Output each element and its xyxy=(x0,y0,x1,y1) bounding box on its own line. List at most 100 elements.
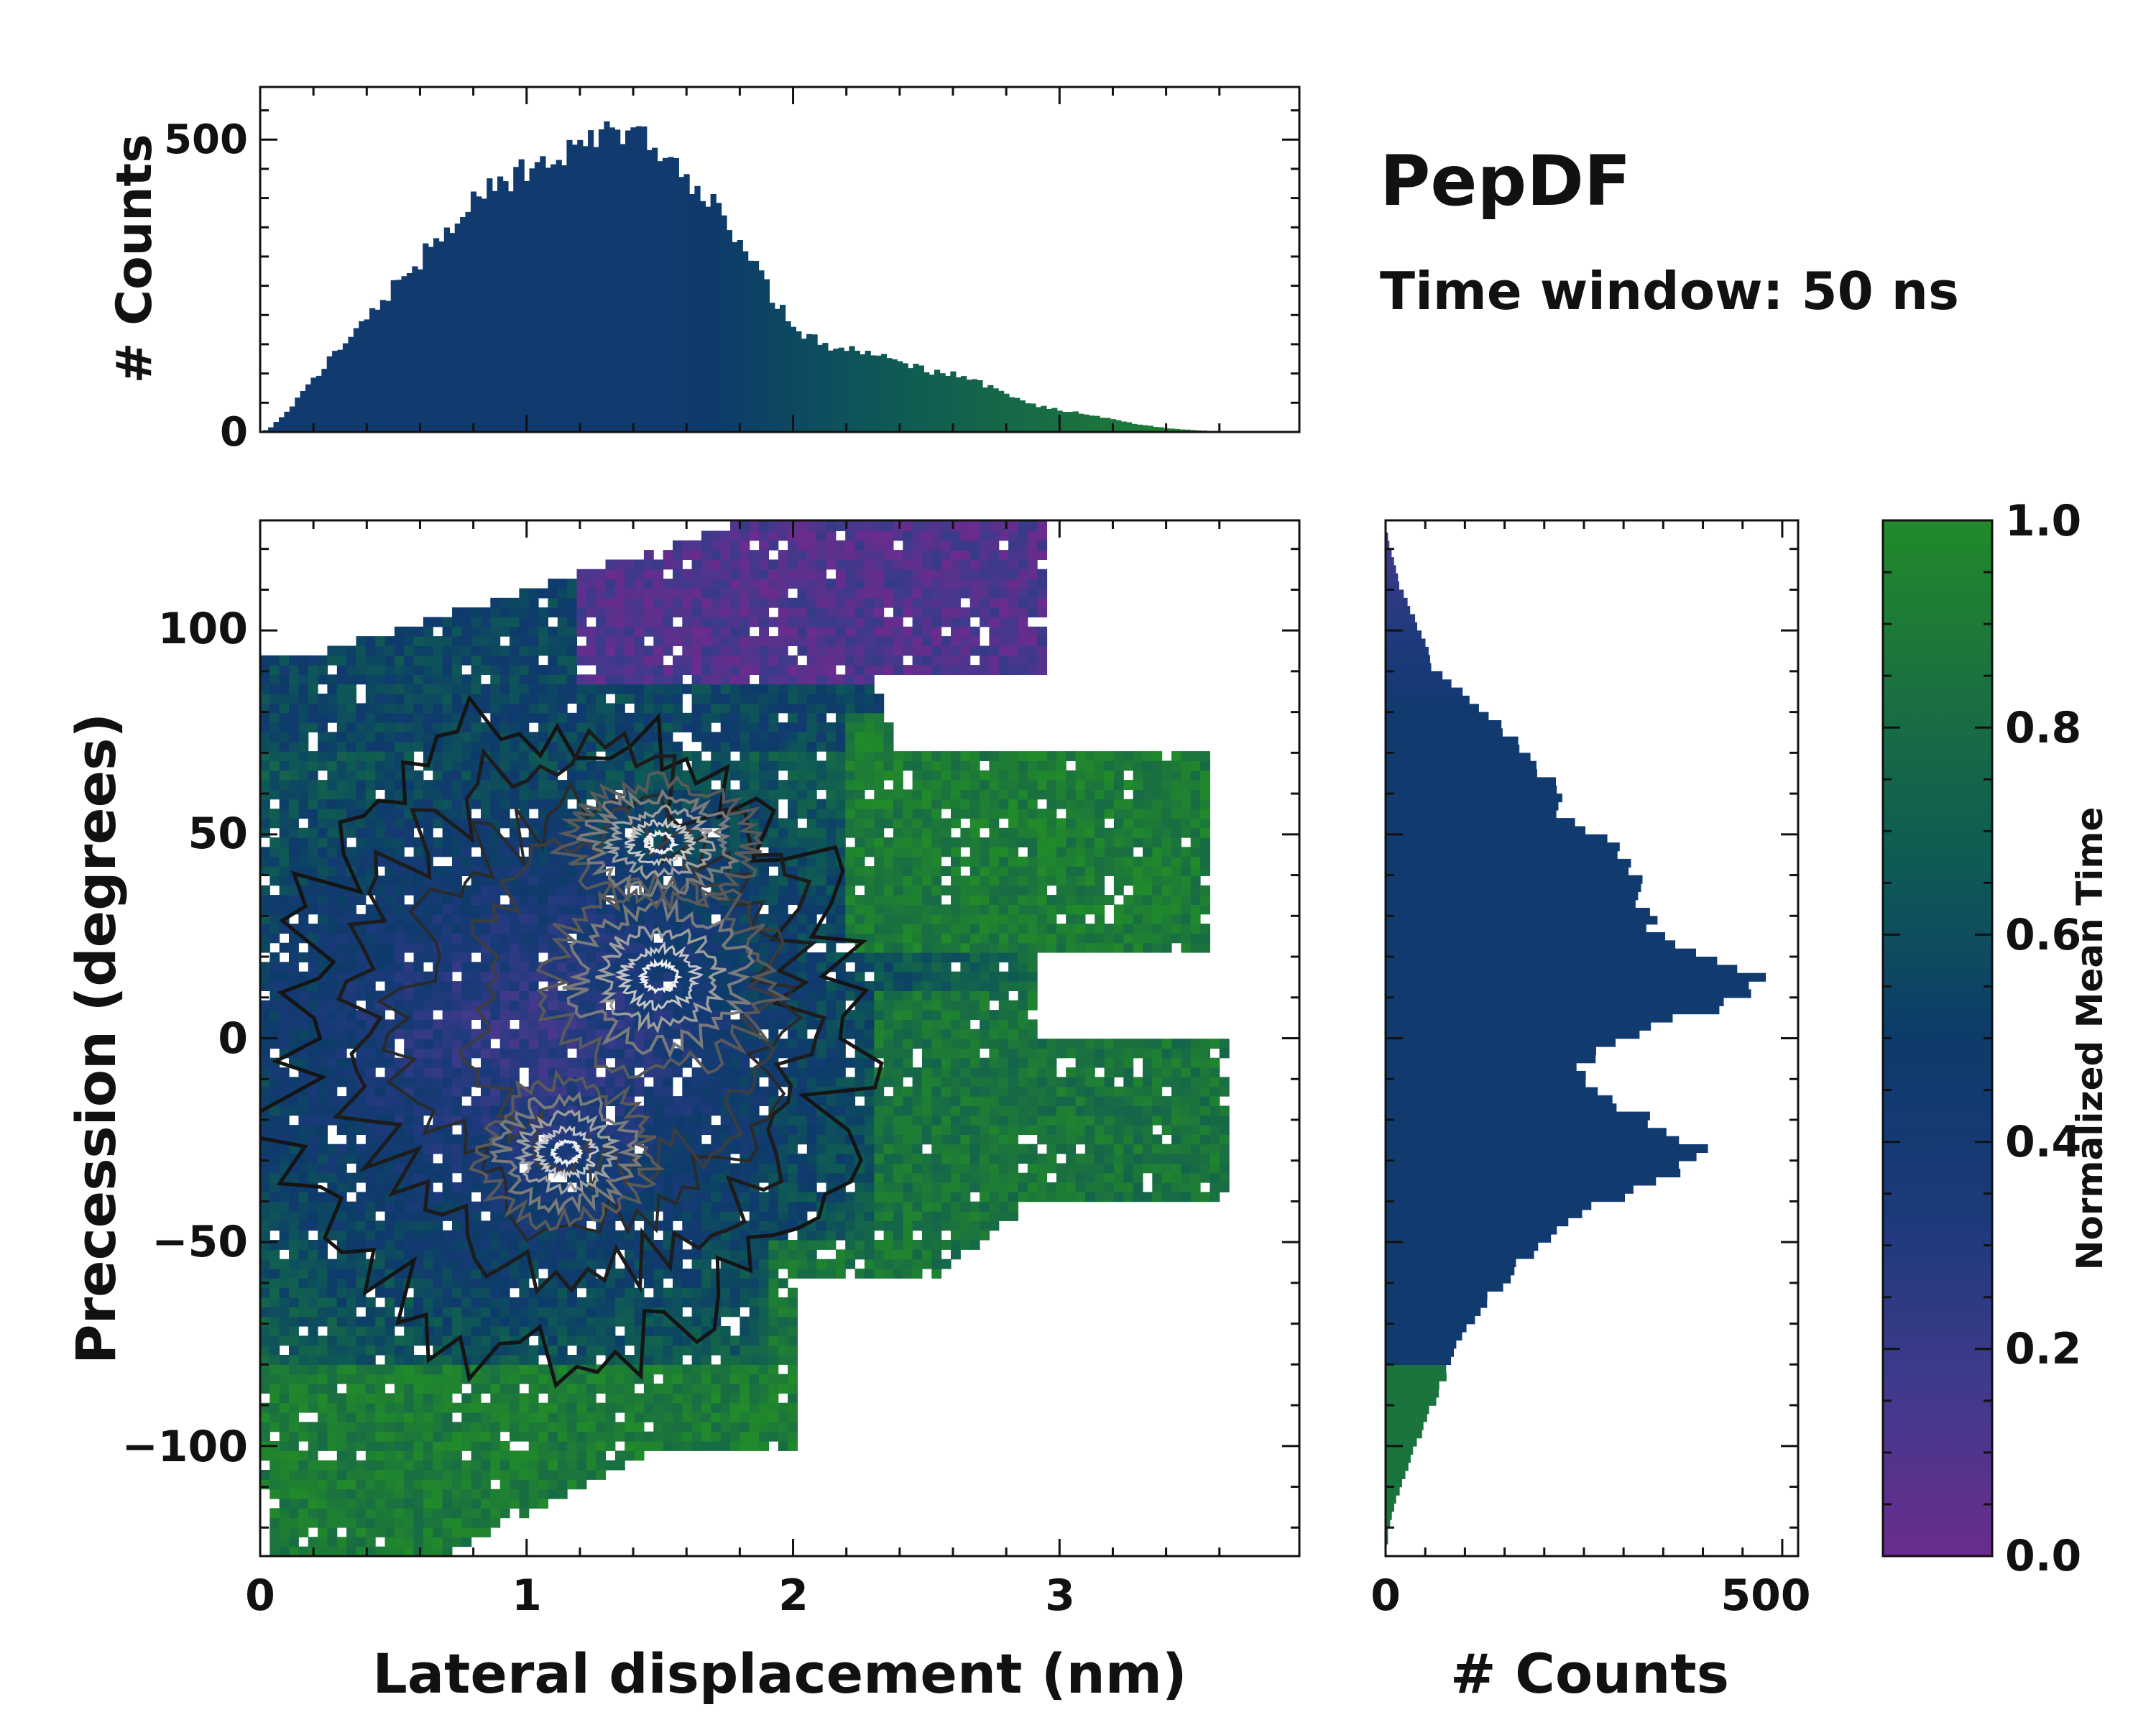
heatmap-cell xyxy=(346,665,356,675)
heatmap-cell xyxy=(740,1431,750,1442)
heatmap-cell xyxy=(365,1355,376,1365)
heatmap-cell xyxy=(308,1422,318,1432)
heatmap-cell xyxy=(481,1374,491,1384)
heatmap-cell xyxy=(384,1402,395,1413)
heatmap-cell xyxy=(519,1297,530,1307)
heatmap-cell xyxy=(519,1355,530,1365)
heatmap-cell xyxy=(346,1546,356,1556)
heatmap-cell xyxy=(625,942,635,953)
heatmap-cell xyxy=(270,904,280,915)
heatmap-cell xyxy=(701,952,711,962)
heatmap-cell xyxy=(499,1287,510,1298)
heatmap-cell xyxy=(490,607,501,617)
top-histogram-bar xyxy=(1035,407,1042,432)
heatmap-cell xyxy=(481,1086,491,1097)
heatmap-cell xyxy=(614,597,625,608)
heatmap-cell xyxy=(567,732,577,742)
heatmap-cell xyxy=(740,712,750,723)
heatmap-cell xyxy=(298,1470,309,1480)
heatmap-cell xyxy=(749,655,760,666)
heatmap-cell xyxy=(260,942,270,953)
heatmap-cell xyxy=(701,1211,711,1221)
heatmap-cell xyxy=(634,1057,645,1068)
heatmap-cell xyxy=(384,809,395,819)
heatmap-cell xyxy=(433,895,443,905)
heatmap-cell xyxy=(528,1345,539,1356)
heatmap-cell xyxy=(452,732,462,742)
heatmap-cell xyxy=(384,1431,395,1442)
heatmap-cell xyxy=(404,1297,415,1307)
heatmap-cell xyxy=(720,694,731,704)
heatmap-cell xyxy=(490,1316,501,1327)
heatmap-cell xyxy=(442,1086,453,1097)
heatmap-cell xyxy=(327,1527,338,1537)
top-histogram-bar xyxy=(529,168,535,433)
heatmap-cell xyxy=(663,990,673,1001)
heatmap-cell xyxy=(548,579,558,589)
heatmap-cell xyxy=(490,1230,501,1241)
heatmap-cell xyxy=(634,1297,645,1307)
heatmap-cell xyxy=(308,990,318,1001)
heatmap-cell xyxy=(499,1297,510,1307)
heatmap-cell xyxy=(471,1182,482,1192)
heatmap-cell xyxy=(327,1039,338,1049)
heatmap-cell xyxy=(384,722,395,732)
heatmap-cell xyxy=(375,1335,386,1346)
top-histogram-bar xyxy=(465,211,471,432)
heatmap-cell xyxy=(308,933,318,944)
heatmap-cell xyxy=(289,694,299,704)
heatmap-cell xyxy=(625,760,635,771)
heatmap-cell xyxy=(481,1249,491,1260)
heatmap-cell xyxy=(318,1508,328,1519)
heatmap-cell xyxy=(356,856,367,867)
heatmap-cell xyxy=(413,962,424,972)
top-histogram-bar xyxy=(827,350,834,432)
heatmap-cell xyxy=(643,645,654,656)
top-histogram-bar xyxy=(1126,422,1133,432)
heatmap-cell xyxy=(673,1278,683,1289)
heatmap-cell xyxy=(423,1249,433,1260)
top-histogram: 500 0 # Counts xyxy=(106,86,1301,456)
heatmap-cell xyxy=(452,1470,462,1480)
heatmap-cell xyxy=(691,607,702,617)
heatmap-cell xyxy=(519,981,530,991)
heatmap-cell xyxy=(567,579,577,589)
heatmap-cell xyxy=(423,1278,433,1289)
heatmap-cell xyxy=(673,588,683,599)
heatmap-cell xyxy=(625,607,635,617)
heatmap-cell xyxy=(404,1470,415,1480)
heatmap-cell xyxy=(404,962,415,972)
heatmap-cell xyxy=(356,1537,367,1547)
heatmap-cell xyxy=(519,751,530,761)
heatmap-cell xyxy=(711,904,722,915)
heatmap-cell xyxy=(260,1182,270,1192)
heatmap-cell xyxy=(490,1364,501,1375)
heatmap-cell xyxy=(452,607,462,617)
heatmap-cell xyxy=(356,962,367,972)
heatmap-cell xyxy=(740,597,750,608)
heatmap-cell xyxy=(461,1335,472,1346)
heatmap-cell xyxy=(346,1297,356,1307)
heatmap-cell xyxy=(548,866,558,876)
heatmap-cell xyxy=(548,799,558,809)
heatmap-cell xyxy=(499,722,510,732)
top-histogram-bar xyxy=(1131,423,1138,432)
heatmap-cell xyxy=(499,1345,510,1356)
heatmap-cell xyxy=(318,1105,328,1116)
heatmap-cell xyxy=(663,1220,673,1231)
heatmap-cell xyxy=(308,1249,318,1260)
heatmap-cell xyxy=(423,1489,433,1499)
heatmap-cell xyxy=(394,1384,405,1394)
heatmap-cell xyxy=(519,760,530,771)
heatmap-cell xyxy=(528,655,539,666)
heatmap-cell xyxy=(481,962,491,972)
heatmap-cell xyxy=(433,1287,443,1298)
heatmap-cell xyxy=(394,684,405,694)
heatmap-cell xyxy=(318,1335,328,1346)
heatmap-cell xyxy=(663,1364,673,1375)
heatmap-cell xyxy=(740,1201,750,1212)
heatmap-cell xyxy=(327,847,338,857)
heatmap-cell xyxy=(423,1230,433,1241)
heatmap-cell xyxy=(528,895,539,905)
heatmap-cell xyxy=(720,674,731,685)
